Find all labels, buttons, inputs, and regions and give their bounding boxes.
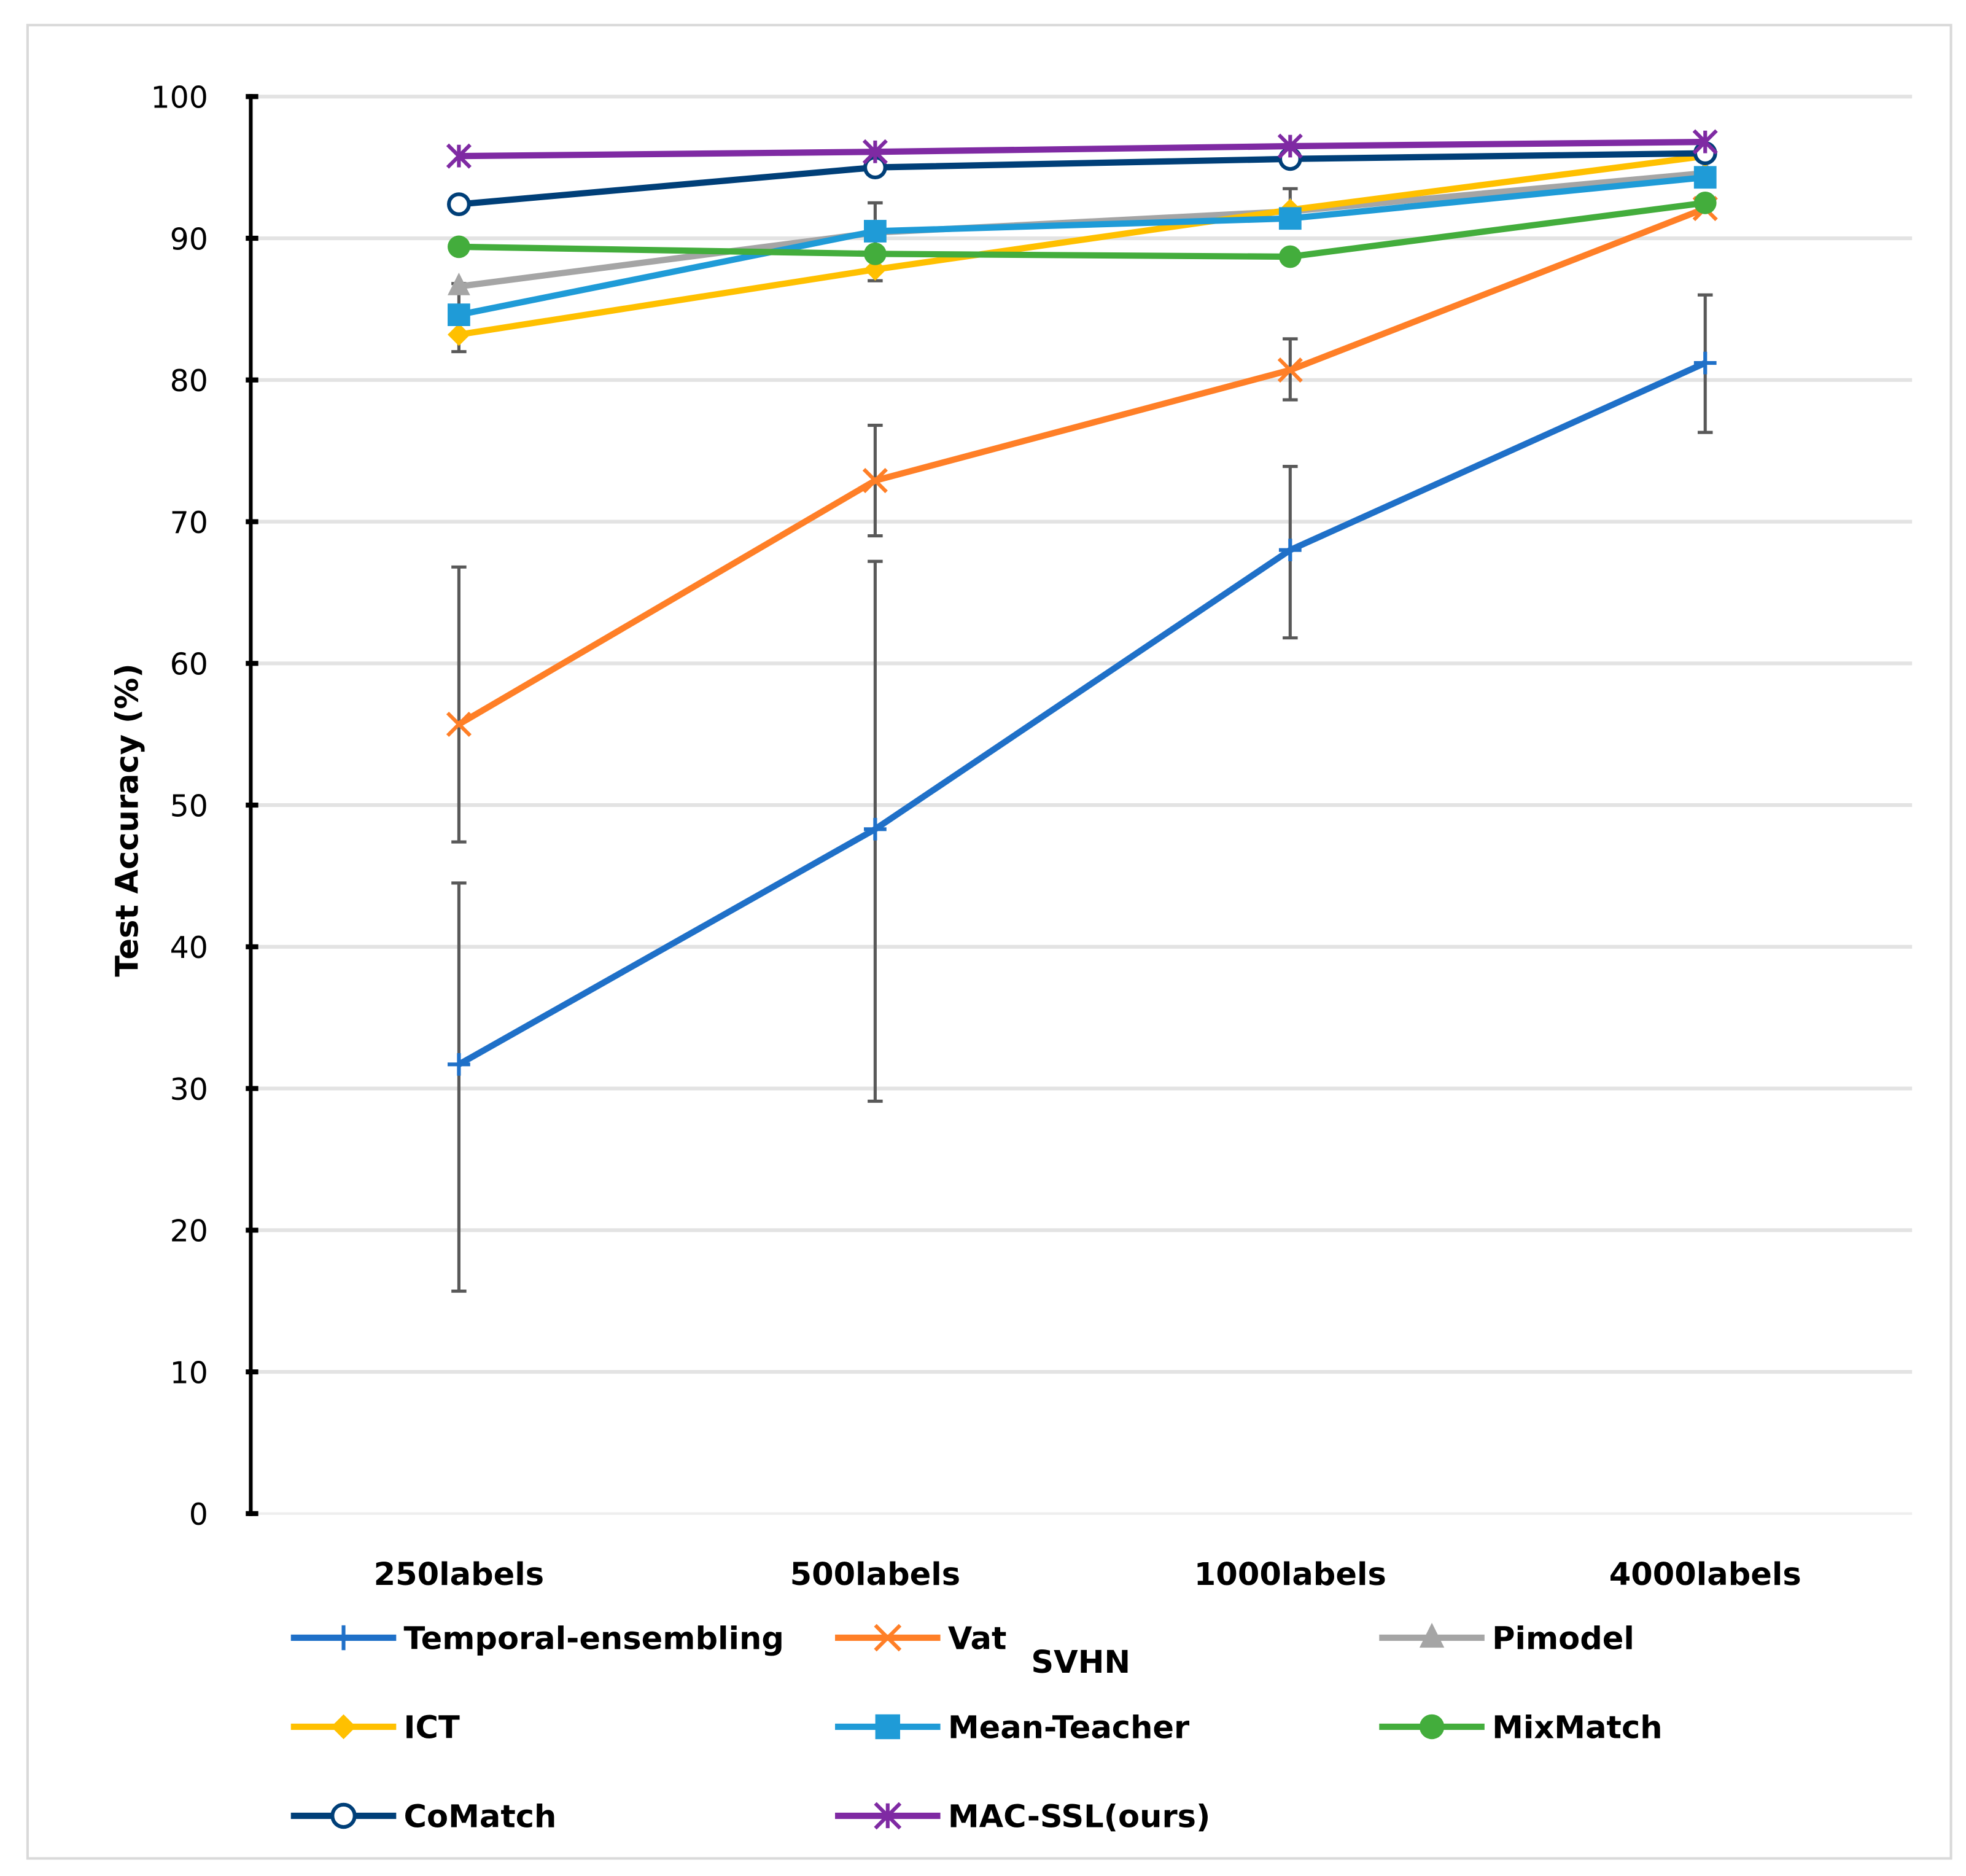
x-axis-ticks: 250labels 500labels 1000labels 4000labels (374, 1557, 1801, 1593)
legend-item: MAC-SSL(ours) (835, 1799, 1210, 1835)
data-point-marker (1277, 357, 1303, 383)
legend-item: CoMatch (290, 1799, 557, 1835)
legend-label: MixMatch (1492, 1710, 1662, 1746)
data-point-marker (862, 468, 888, 494)
series-line (458, 153, 1706, 338)
data-point-marker (1419, 1714, 1445, 1740)
data-point-marker (874, 1624, 902, 1652)
data-point-marker (1278, 245, 1302, 268)
legend-item: MixMatch (1379, 1710, 1663, 1746)
y-tick-label: 100 (150, 80, 208, 115)
data-point-marker (874, 1802, 902, 1830)
y-tick-label: 10 (170, 1355, 208, 1390)
series-line (457, 205, 1707, 727)
legend-label: Vat (948, 1621, 1007, 1657)
chart-frame (26, 23, 1952, 1860)
x-tick-label: 500labels (790, 1557, 961, 1593)
y-tick-label: 20 (170, 1214, 208, 1249)
series-line (458, 174, 1706, 318)
data-point-marker (1419, 1622, 1445, 1648)
data-point-marker (1278, 539, 1302, 562)
legend-label: Temporal-ensembling (404, 1621, 784, 1657)
data-point-marker (448, 1053, 470, 1076)
series-line (457, 360, 1707, 1067)
data-point-marker (864, 817, 887, 841)
series-line (459, 138, 1706, 160)
data-point-marker (1693, 191, 1717, 214)
legend-item: Pimodel (1379, 1621, 1634, 1657)
data-point-marker (1693, 166, 1717, 189)
x-tick-label: 1000labels (1194, 1557, 1386, 1593)
error-bar (451, 565, 467, 844)
data-point-marker (875, 1714, 901, 1740)
series-mac-ssl-ours- (446, 129, 1718, 169)
series-temporal-ensembling (448, 351, 1717, 1076)
data-point-marker (1278, 207, 1302, 230)
data-point-marker (448, 273, 470, 295)
series-vat (446, 196, 1718, 738)
data-point-marker (447, 192, 471, 217)
series-line (458, 150, 1706, 208)
y-axis-ticks: 0 10 20 30 40 50 60 70 80 90 100 (150, 80, 258, 1532)
x-tick-label: 250labels (374, 1557, 545, 1593)
legend-item: Vat (835, 1621, 1006, 1657)
y-tick-label: 50 (170, 788, 208, 823)
y-tick-label: 60 (170, 647, 208, 682)
data-point-marker (446, 143, 472, 169)
legend-item: ICT (290, 1710, 460, 1746)
x-tick-label: 4000labels (1609, 1557, 1801, 1593)
y-tick-label: 0 (189, 1497, 208, 1532)
y-axis-label: Test Accuracy (%) (110, 663, 146, 976)
data-point-marker (1693, 351, 1717, 375)
error-bar (451, 881, 467, 1293)
y-tick-label: 70 (170, 505, 208, 540)
data-point-marker (864, 243, 887, 265)
chart-title: SVHN (1031, 1644, 1130, 1681)
data-point-marker (1277, 133, 1303, 159)
legend-label: Mean-Teacher (948, 1710, 1190, 1746)
legend-label: ICT (404, 1710, 460, 1746)
y-tick-label: 90 (170, 222, 208, 257)
y-tick-label: 30 (170, 1072, 208, 1107)
series-line (459, 200, 1706, 260)
legend-label: MAC-SSL(ours) (948, 1799, 1211, 1835)
data-point-marker (448, 235, 470, 259)
legend-item: Mean-Teacher (835, 1710, 1190, 1746)
series-mixmatch (448, 191, 1717, 268)
data-point-marker (331, 1625, 356, 1651)
data-point-marker (864, 258, 887, 281)
series-mean-teacher (448, 166, 1717, 327)
data-point-marker (864, 220, 887, 243)
legend-label: Pimodel (1492, 1621, 1634, 1657)
y-tick-label: 80 (170, 364, 208, 399)
data-point-marker (330, 1802, 357, 1829)
y-tick-label: 40 (170, 930, 208, 965)
legend-item: Temporal-ensembling (290, 1621, 784, 1657)
data-point-marker (446, 711, 472, 738)
data-point-marker (331, 1714, 356, 1740)
data-point-marker (1692, 129, 1718, 155)
series-group (446, 129, 1718, 1076)
legend: Temporal-ensembling Vat Pimodel ICT Mean-Tea… (290, 1621, 1663, 1835)
data-point-marker (862, 139, 888, 165)
data-point-marker (448, 323, 470, 346)
series-comatch (447, 141, 1717, 217)
legend-label: CoMatch (404, 1799, 557, 1835)
data-point-marker (448, 303, 470, 327)
